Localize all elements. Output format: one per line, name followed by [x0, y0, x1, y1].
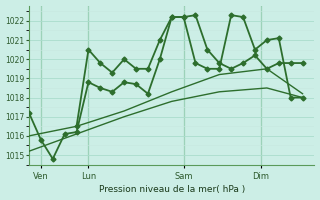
X-axis label: Pression niveau de la mer( hPa ): Pression niveau de la mer( hPa )	[99, 185, 245, 194]
